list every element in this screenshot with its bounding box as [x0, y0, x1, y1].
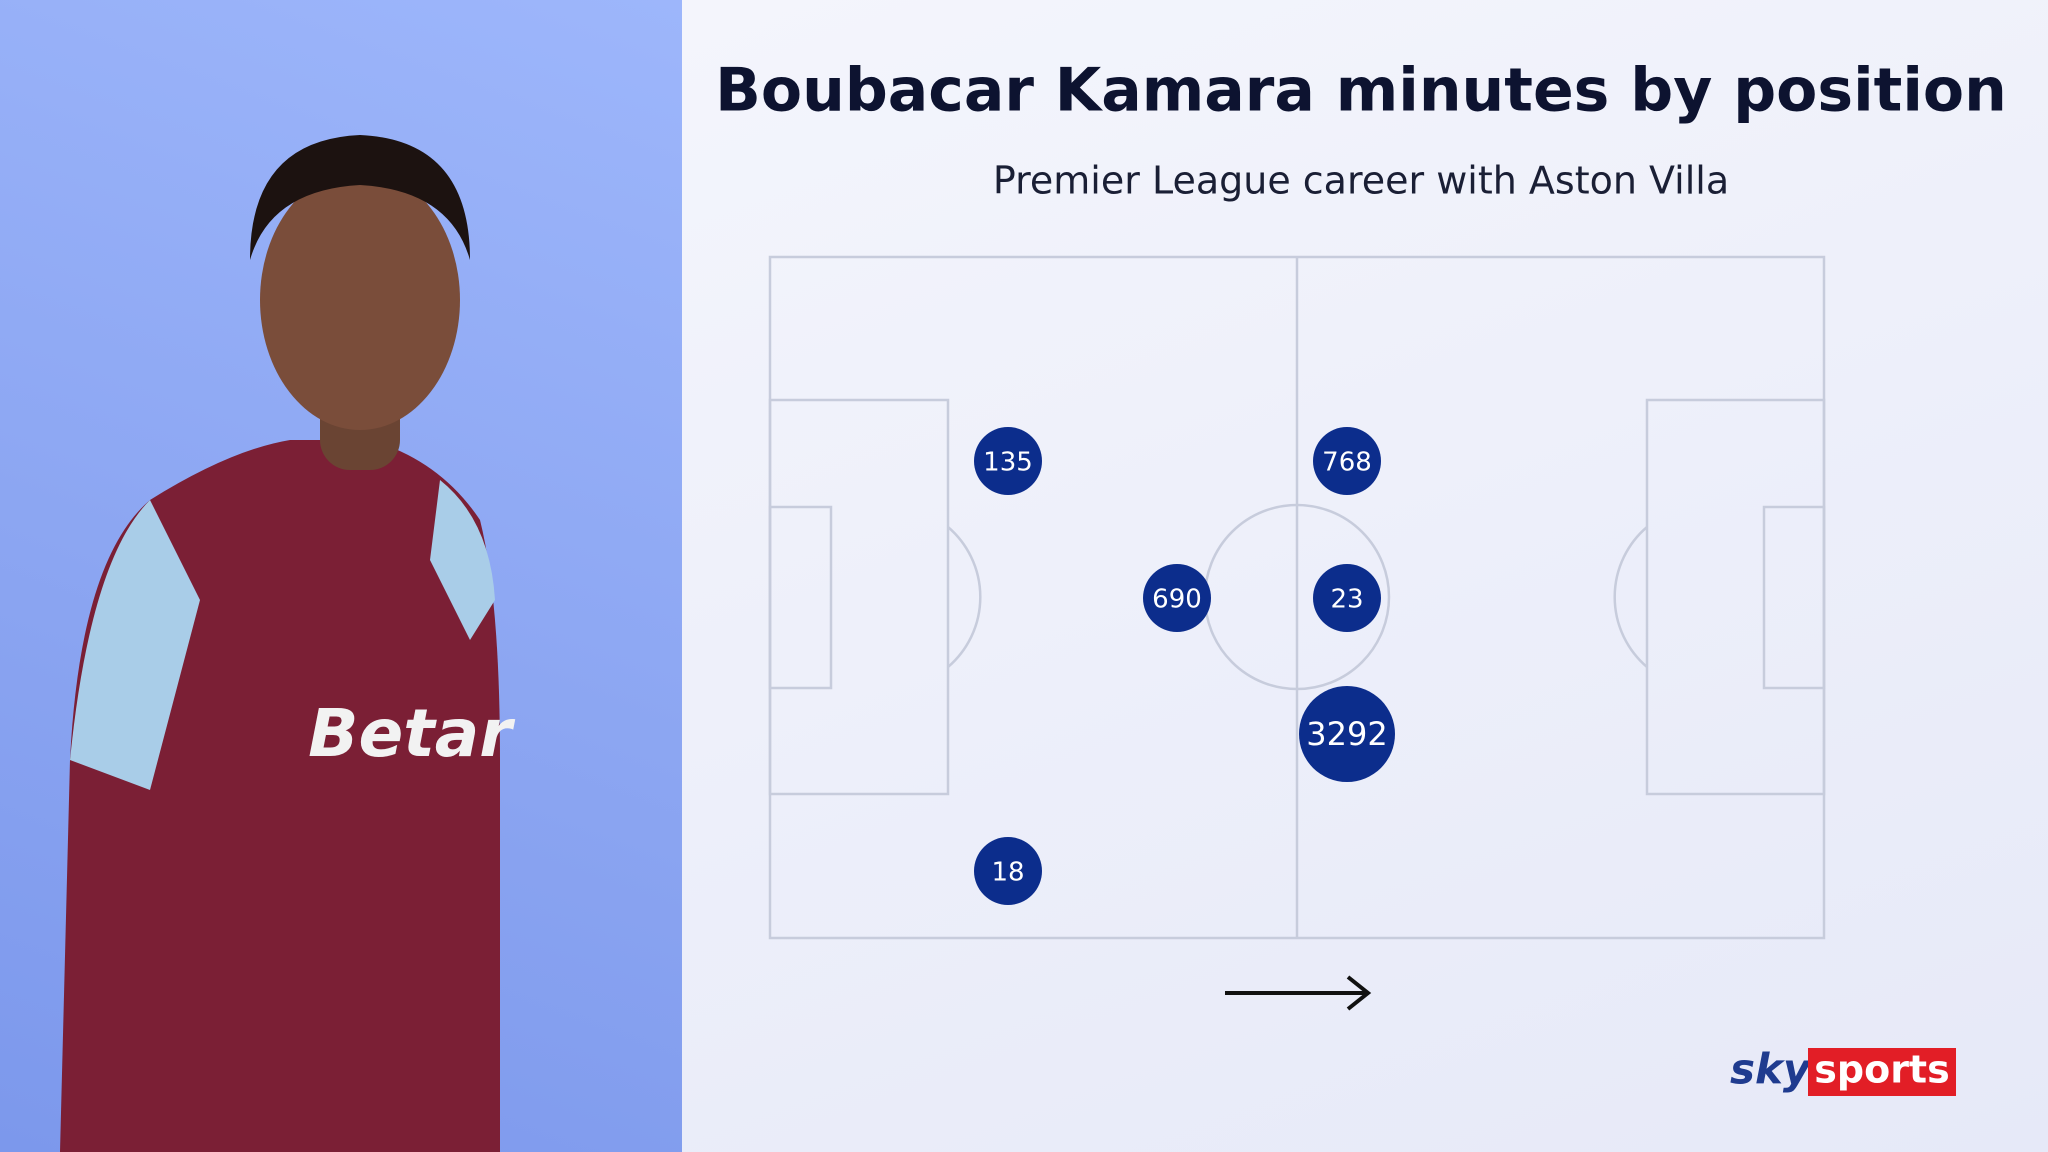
player-illustration: Betar — [60, 135, 515, 1152]
sleeve — [70, 500, 200, 790]
minutes-label: 135 — [983, 448, 1033, 478]
direction-arrow — [1225, 975, 1372, 1011]
minutes-label: 768 — [1322, 448, 1372, 478]
minutes-label: 18 — [991, 858, 1024, 888]
logo-box — [1808, 1048, 1956, 1096]
position-bubble — [1313, 564, 1381, 632]
position-bubble — [974, 427, 1042, 495]
position-bubble — [1313, 427, 1381, 495]
sleeve — [430, 480, 495, 640]
position-bubble — [1143, 564, 1211, 632]
pitch-lines — [768, 255, 1826, 940]
title: Boubacar Kamara minutes by position — [715, 56, 2007, 126]
sponsor: Betar — [308, 695, 515, 772]
minutes-label: 3292 — [1306, 715, 1387, 753]
hair — [250, 135, 470, 260]
player-panel: Betar — [0, 0, 682, 1152]
position-bubble — [974, 837, 1042, 905]
minutes-label: 690 — [1152, 585, 1202, 615]
logo: sky sports — [1730, 1045, 1956, 1096]
position-bubbles: 135 768 690 23 3292 18 — [974, 427, 1395, 905]
subtitle: Premier League career with Aston Villa — [993, 159, 1729, 203]
minutes-label: 23 — [1330, 585, 1363, 615]
logo-product: sports — [1814, 1048, 1949, 1092]
logo-brand: sky — [1730, 1045, 1812, 1094]
head — [260, 170, 460, 430]
position-bubble — [1299, 686, 1395, 782]
